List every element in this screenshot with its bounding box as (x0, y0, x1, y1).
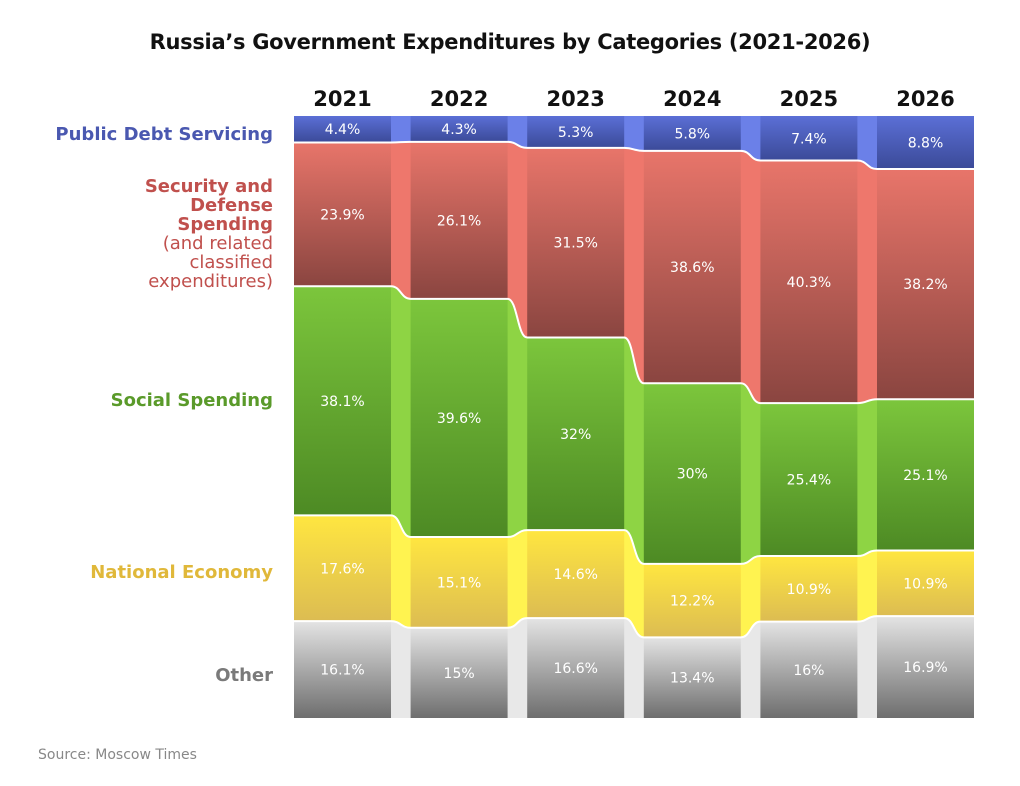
segment-divider (294, 140, 974, 171)
data-label: 30% (677, 467, 708, 483)
data-label: 7.4% (791, 131, 827, 147)
data-label: 5.8% (675, 126, 711, 142)
bar-other-2021 (294, 621, 391, 718)
data-label: 16.9% (903, 660, 947, 676)
year-label: 2023 (546, 87, 604, 111)
category-label-security-defense-name: Security and Defense Spending (144, 176, 273, 235)
bar-security-and-defense-spending-2021 (294, 142, 391, 287)
data-label: 38.1% (320, 394, 364, 410)
data-label: 32% (560, 427, 591, 443)
data-label: 16% (793, 663, 824, 679)
bar-social-spending-2025 (760, 403, 858, 557)
bar-national-economy-2024 (643, 563, 741, 638)
data-label: 4.3% (441, 122, 477, 138)
bar-security-and-defense-spending-2025 (760, 160, 858, 404)
bar-public-debt-servicing-2025 (760, 116, 858, 161)
data-label: 4.4% (325, 122, 361, 138)
bar-social-spending-2024 (643, 383, 741, 564)
bar-security-and-defense-spending-2026 (877, 169, 974, 400)
category-label-social: Social Spending (110, 390, 273, 411)
data-label: 17.6% (320, 561, 364, 577)
data-label: 25.1% (903, 468, 947, 484)
data-label: 13.4% (670, 671, 714, 687)
data-label: 14.6% (553, 567, 597, 583)
data-label: 10.9% (903, 576, 947, 592)
bar-public-debt-servicing-2022 (410, 116, 508, 142)
segment-divider (294, 514, 974, 565)
bar-security-and-defense-spending-2024 (643, 150, 741, 384)
data-label: 16.6% (553, 661, 597, 677)
data-label: 39.6% (437, 411, 481, 427)
data-label: 16.1% (320, 663, 364, 679)
year-label: 2022 (430, 87, 488, 111)
bar-other-2026 (877, 616, 974, 718)
data-label: 12.2% (670, 594, 714, 610)
data-label: 38.6% (670, 260, 714, 276)
bar-public-debt-servicing-2023 (527, 116, 625, 148)
category-label-security-defense: Security and Defense Spending (and relate… (123, 177, 273, 291)
data-label: 31.5% (553, 236, 597, 252)
year-label: 2021 (313, 87, 371, 111)
bar-other-2024 (643, 637, 741, 718)
bar-security-and-defense-spending-2022 (410, 141, 508, 299)
data-label: 8.8% (908, 136, 944, 152)
year-label: 2026 (896, 87, 954, 111)
segment-divider (294, 615, 974, 639)
data-label: 40.3% (787, 275, 831, 291)
bar-other-2022 (410, 627, 508, 718)
bar-public-debt-servicing-2026 (877, 116, 974, 170)
data-label: 38.2% (903, 277, 947, 293)
bar-public-debt-servicing-2021 (294, 116, 391, 143)
data-label: 23.9% (320, 207, 364, 223)
year-label: 2024 (663, 87, 721, 111)
bar-social-spending-2021 (294, 286, 391, 516)
bar-other-2023 (527, 618, 625, 718)
bar-social-spending-2022 (410, 298, 508, 537)
bar-security-and-defense-spending-2023 (527, 147, 625, 338)
band-other (294, 616, 974, 718)
data-label: 15.1% (437, 575, 481, 591)
bar-social-spending-2026 (877, 399, 974, 551)
data-label: 15% (444, 666, 475, 682)
chart-title: Russia’s Government Expenditures by Cate… (149, 30, 871, 54)
source-note: Source: Moscow Times (38, 747, 197, 763)
bar-public-debt-servicing-2024 (643, 116, 741, 151)
category-label-national-economy: National Economy (90, 562, 273, 583)
bar-national-economy-2022 (410, 536, 508, 628)
bar-social-spending-2023 (527, 337, 625, 531)
category-label-public-debt: Public Debt Servicing (55, 124, 273, 145)
data-label: 5.3% (558, 125, 594, 141)
bar-national-economy-2026 (877, 550, 974, 617)
data-label: 10.9% (787, 582, 831, 598)
data-label: 25.4% (787, 473, 831, 489)
bar-other-2025 (760, 621, 858, 718)
bar-national-economy-2025 (760, 556, 858, 622)
segment-divider (294, 285, 974, 405)
bar-national-economy-2021 (294, 515, 391, 622)
year-label: 2025 (780, 87, 838, 111)
data-label: 26.1% (437, 213, 481, 229)
category-label-security-defense-sub: (and related classified expenditures) (148, 233, 273, 292)
bar-national-economy-2023 (527, 530, 625, 619)
category-label-other: Other (215, 665, 273, 686)
